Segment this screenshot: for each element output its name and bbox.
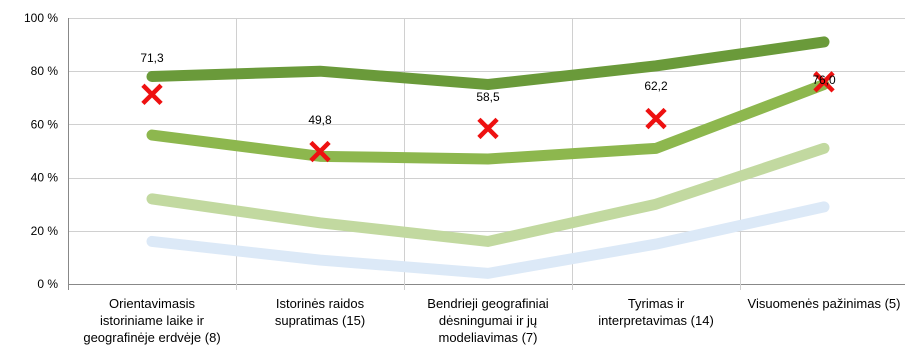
data-labels: 71,3 49,8 58,5 62,2 76,0 <box>140 51 836 127</box>
markers <box>141 71 835 163</box>
x-tick-label: Tyrimas ir interpretavimas (14) <box>598 296 714 328</box>
marker-x <box>141 83 163 106</box>
series-line-2 <box>146 79 830 165</box>
marker-x-stroke <box>645 107 667 130</box>
data-label: 76,0 <box>812 73 836 87</box>
x-tick-label: Visuomenės pažinimas (5) <box>747 296 901 311</box>
series-line-3 <box>146 142 830 247</box>
x-tick-label: Bendrieji geografiniai dėsningumai ir jų… <box>427 296 549 345</box>
y-tick-label: 20 % <box>31 224 59 238</box>
y-tick-label: 40 % <box>31 171 59 185</box>
data-label: 49,8 <box>308 113 332 127</box>
y-tick-label: 60 % <box>31 117 59 131</box>
marker-x-stroke <box>309 140 331 163</box>
marker-x <box>477 117 499 140</box>
y-axis-ticks: 0 % 20 % 40 % 60 % 80 % 100 % <box>24 11 58 291</box>
data-label: 71,3 <box>140 51 164 65</box>
data-label: 58,5 <box>476 90 500 104</box>
y-tick-label: 0 % <box>37 277 58 291</box>
marker-x-stroke <box>141 83 163 106</box>
marker-x-stroke <box>813 71 835 93</box>
x-tick-label: Orientavimasis istoriniame laike ir geog… <box>83 296 221 345</box>
marker-x <box>813 71 835 93</box>
series-line-1 <box>146 36 830 90</box>
marker-x <box>645 107 667 130</box>
marker-x <box>309 140 331 163</box>
x-tick-label: Istorinės raidos supratimas (15) <box>274 296 366 328</box>
y-tick-label: 80 % <box>31 64 59 78</box>
y-tick-label: 100 % <box>24 11 58 25</box>
marker-x-stroke <box>477 117 499 140</box>
series-lines <box>146 36 830 279</box>
series-line-4 <box>146 201 830 279</box>
data-label: 62,2 <box>644 79 668 93</box>
